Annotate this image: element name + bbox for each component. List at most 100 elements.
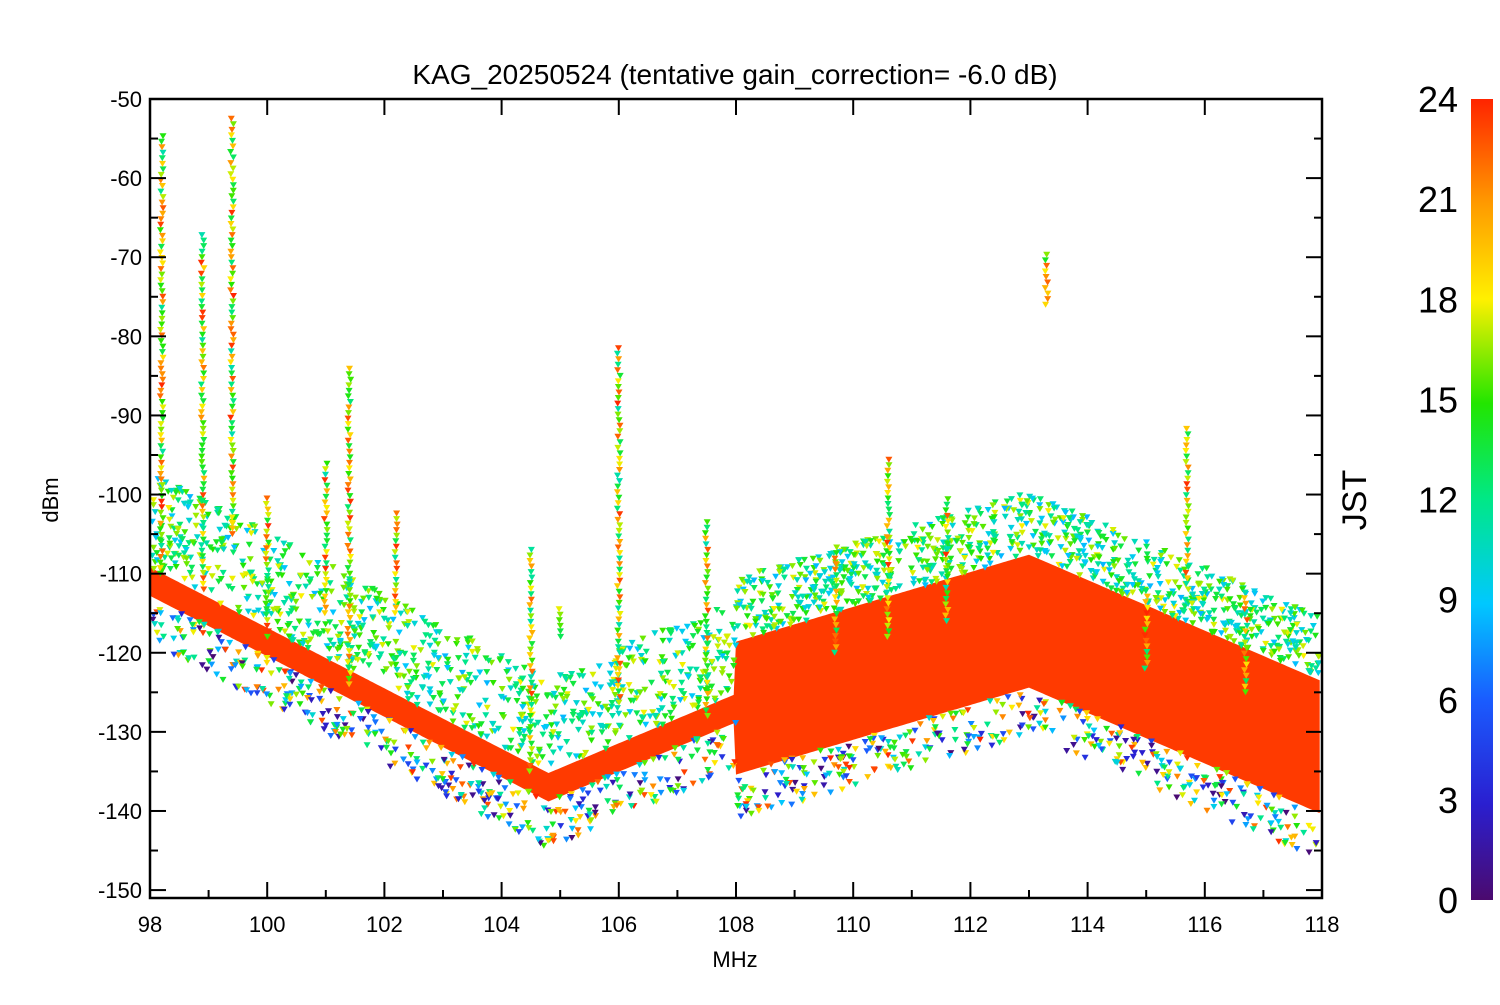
signal-point	[263, 534, 270, 541]
signal-point	[346, 598, 354, 605]
noise-point	[825, 553, 833, 560]
noise-point	[926, 563, 934, 569]
noise-point	[517, 712, 525, 718]
noise-point	[182, 546, 190, 553]
signal-point	[885, 550, 893, 557]
signal-point	[157, 221, 165, 228]
noise-point	[1058, 563, 1066, 570]
noise-point	[884, 739, 892, 745]
noise-point	[547, 809, 555, 815]
noise-point	[537, 679, 545, 686]
noise-point	[910, 531, 918, 538]
noise-point	[1122, 738, 1130, 744]
chart-title: KAG_20250524 (tentative gain_correction=…	[412, 59, 1057, 90]
signal-point	[528, 696, 536, 703]
noise-point	[776, 780, 784, 787]
signal-point	[883, 606, 891, 613]
noise-point	[1210, 621, 1218, 628]
signal-point	[198, 248, 206, 255]
noise-point	[404, 696, 412, 703]
signal-point	[1042, 301, 1050, 308]
noise-point	[746, 602, 754, 609]
noise-point	[189, 629, 197, 636]
noise-point	[789, 574, 797, 581]
signal-point	[943, 568, 950, 575]
noise-point	[477, 731, 485, 738]
noise-point	[974, 505, 982, 512]
signal-point	[159, 299, 167, 306]
noise-point	[747, 810, 755, 817]
noise-point	[1244, 816, 1252, 823]
signal-point	[528, 574, 536, 581]
noise-point	[1286, 647, 1294, 654]
signal-point	[157, 338, 165, 345]
noise-point	[848, 599, 856, 605]
noise-point	[291, 625, 299, 632]
noise-point	[816, 604, 824, 611]
noise-point	[870, 766, 878, 773]
signal-point	[229, 459, 237, 466]
noise-point	[563, 836, 570, 843]
noise-point	[382, 666, 390, 673]
noise-point	[915, 751, 923, 758]
signal-point	[831, 566, 839, 573]
noise-point	[547, 709, 555, 716]
signal-point	[615, 494, 623, 501]
noise-point	[613, 771, 621, 778]
signal-point	[393, 516, 401, 523]
noise-point	[934, 516, 942, 522]
noise-point	[859, 550, 867, 557]
noise-point	[1037, 710, 1044, 717]
noise-point	[1079, 513, 1086, 520]
noise-point	[483, 680, 491, 687]
noise-point	[674, 756, 682, 763]
noise-point	[363, 742, 371, 749]
noise-point	[611, 730, 619, 737]
signal-point	[528, 679, 536, 686]
noise-point	[297, 683, 305, 690]
noise-point	[1292, 647, 1299, 654]
noise-point	[1175, 557, 1183, 564]
noise-point	[171, 537, 179, 544]
noise-point	[220, 546, 228, 553]
noise-point	[172, 564, 180, 570]
signal-point	[1184, 586, 1192, 593]
noise-point	[270, 606, 277, 613]
signal-point	[1184, 525, 1192, 532]
noise-point	[1282, 809, 1290, 816]
noise-point	[760, 629, 768, 636]
noise-point	[604, 707, 612, 714]
noise-point	[1022, 520, 1030, 527]
noise-point	[428, 758, 436, 765]
signal-point	[555, 617, 563, 624]
noise-point	[947, 544, 955, 551]
noise-point	[1227, 619, 1235, 626]
noise-point	[718, 670, 726, 677]
signal-point	[158, 310, 166, 317]
noise-point	[829, 574, 837, 581]
noise-point	[555, 731, 562, 738]
noise-point	[771, 769, 779, 776]
signal-point	[701, 580, 709, 587]
signal-point	[1184, 547, 1192, 554]
signal-point	[199, 348, 207, 355]
noise-point	[230, 544, 238, 551]
signal-point	[157, 476, 165, 483]
noise-point	[475, 702, 483, 709]
noise-point	[214, 629, 222, 636]
signal-point	[615, 677, 622, 684]
noise-point	[175, 552, 183, 559]
noise-point	[292, 606, 300, 613]
noise-point	[1124, 582, 1131, 588]
noise-point	[167, 487, 175, 494]
noise-point	[543, 825, 551, 832]
noise-point	[474, 648, 482, 655]
noise-point	[713, 607, 721, 613]
noise-point	[859, 584, 867, 591]
noise-point	[1173, 563, 1181, 570]
noise-point	[282, 697, 290, 704]
signal-point	[229, 137, 236, 144]
noise-point	[840, 768, 847, 775]
noise-point	[417, 647, 425, 654]
signal-point	[323, 521, 331, 528]
